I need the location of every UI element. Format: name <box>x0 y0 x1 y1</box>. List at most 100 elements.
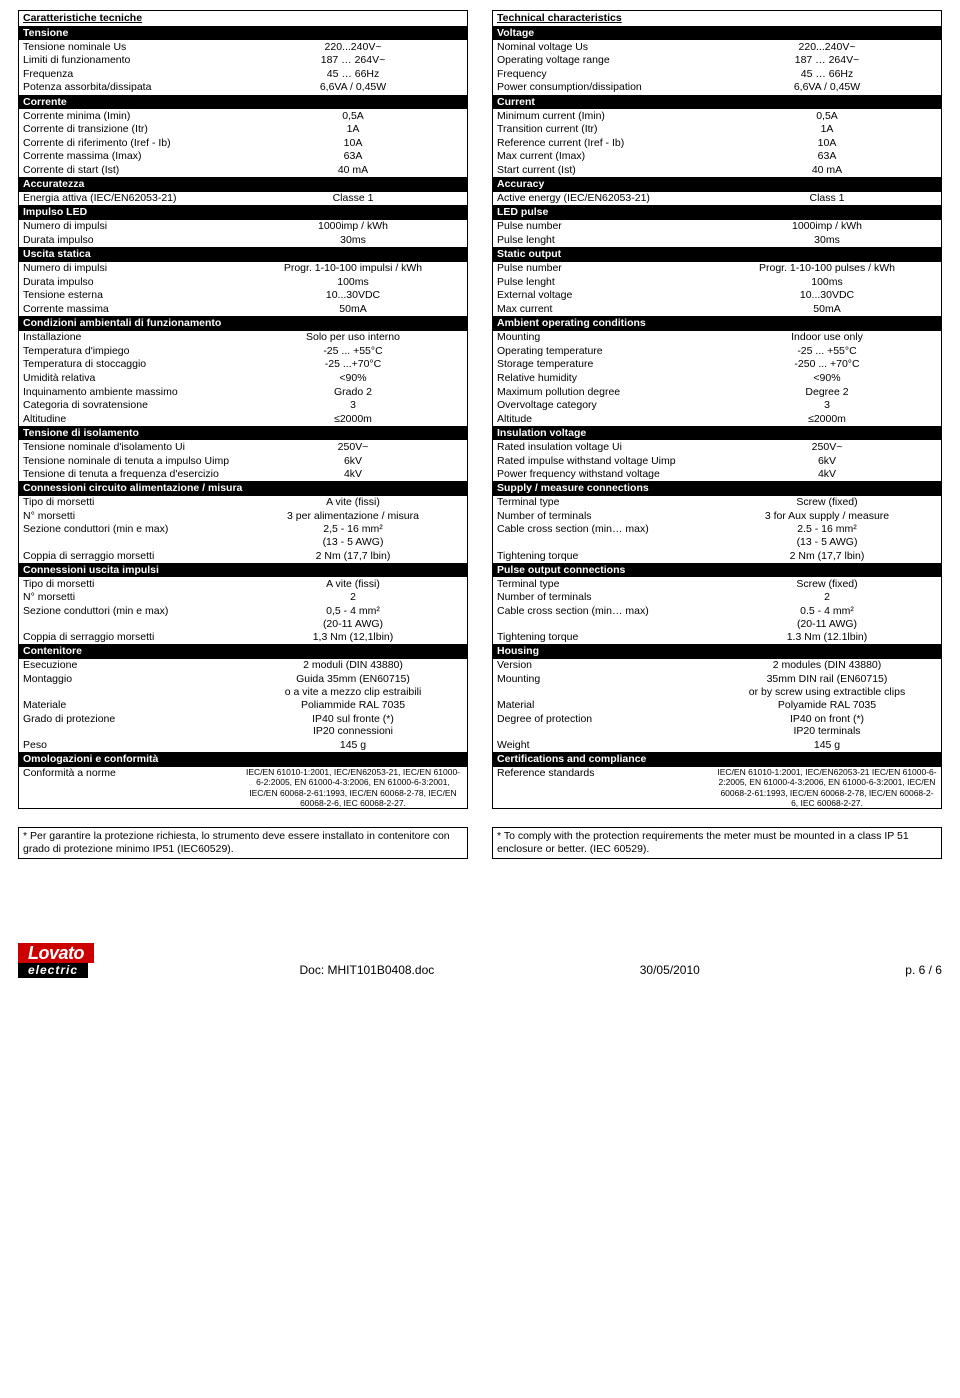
spec-value: 100ms <box>717 276 937 289</box>
spec-value: 3 for Aux supply / measure <box>717 510 937 523</box>
spec-value: 40 mA <box>243 164 463 177</box>
spec-label: N° morsetti <box>23 591 243 604</box>
spec-label: Inquinamento ambiente massimo <box>23 386 243 399</box>
section-header: Uscita statica <box>19 247 467 262</box>
spec-value: 63A <box>243 150 463 163</box>
spec-row: Operating voltage range187 … 264V~ <box>493 54 941 68</box>
spec-row: Corrente di transizione (Itr)1A <box>19 123 467 137</box>
spec-value: IP40 on front (*) IP20 terminals <box>717 713 937 738</box>
footnote-en: * To comply with the protection requirem… <box>492 827 942 858</box>
spec-value: 187 … 264V~ <box>717 54 937 67</box>
spec-value: 145 g <box>717 739 937 752</box>
spec-value: 0,5A <box>243 110 463 123</box>
spec-row: Frequency45 … 66Hz <box>493 67 941 81</box>
spec-label: Transition current (Itr) <box>497 123 717 136</box>
doc-reference: Doc: MHIT101B0408.doc <box>300 963 435 977</box>
spec-row: Tipo di morsettiA vite (fissi) <box>19 577 467 591</box>
spec-row: Peso145 g <box>19 738 467 752</box>
spec-value: 100ms <box>243 276 463 289</box>
section-header: Pulse output connections <box>493 563 941 578</box>
spec-row: Terminal typeScrew (fixed) <box>493 577 941 591</box>
spec-value: 10...30VDC <box>717 289 937 302</box>
spec-row: Reference current (Iref - Ib)10A <box>493 136 941 150</box>
spec-value: Degree 2 <box>717 386 937 399</box>
spec-label: Power consumption/dissipation <box>497 81 717 94</box>
spec-row: MountingIndoor use only <box>493 331 941 345</box>
spec-row: Inquinamento ambiente massimoGrado 2 <box>19 385 467 399</box>
spec-row: Temperatura d'impiego-25 ... +55°C <box>19 344 467 358</box>
spec-value: 30ms <box>243 234 463 247</box>
spec-label: Storage temperature <box>497 358 717 371</box>
spec-value: 187 … 264V~ <box>243 54 463 67</box>
spec-value: 250V~ <box>243 441 463 454</box>
spec-row: Weight145 g <box>493 738 941 752</box>
spec-value: 35mm DIN rail (EN60715) or by screw usin… <box>717 673 937 698</box>
spec-label: Tightening torque <box>497 631 717 644</box>
spec-label: Version <box>497 659 717 672</box>
spec-row: Corrente massima50mA <box>19 302 467 316</box>
spec-label: Categoria di sovratensione <box>23 399 243 412</box>
spec-row: Numero di impulsiProgr. 1-10-100 impulsi… <box>19 262 467 276</box>
section-header: LED pulse <box>493 205 941 220</box>
spec-value: 2 <box>243 591 463 604</box>
spec-value: 30ms <box>717 234 937 247</box>
spec-row: Potenza assorbita/dissipata6,6VA / 0,45W <box>19 81 467 95</box>
spec-row: Terminal typeScrew (fixed) <box>493 496 941 510</box>
section-header: Supply / measure connections <box>493 481 941 496</box>
spec-label: Tensione nominale di tenuta a impulso Ui… <box>23 455 243 468</box>
spec-row: N° morsetti3 per alimentazione / misura <box>19 509 467 523</box>
spec-row: Maximum pollution degreeDegree 2 <box>493 385 941 399</box>
spec-label: Durata impulso <box>23 276 243 289</box>
spec-row: Pulse number1000imp / kWh <box>493 220 941 234</box>
spec-label: Terminal type <box>497 578 717 591</box>
spec-label: Pulse number <box>497 262 717 275</box>
section-header: Static output <box>493 247 941 262</box>
spec-label: Sezione conduttori (min e max) <box>23 523 243 548</box>
spec-label: Mounting <box>497 331 717 344</box>
spec-value: 0,5 - 4 mm² (20-11 AWG) <box>243 605 463 630</box>
spec-tables: Caratteristiche tecnicheTensioneTensione… <box>18 10 942 809</box>
section-header: Connessioni uscita impulsi <box>19 563 467 578</box>
spec-value: 2 <box>717 591 937 604</box>
spec-value: Classe 1 <box>243 192 463 205</box>
spec-value: 0,5A <box>717 110 937 123</box>
spec-label: Terminal type <box>497 496 717 509</box>
spec-label: Start current (Ist) <box>497 164 717 177</box>
spec-row: Umidità relativa<90% <box>19 371 467 385</box>
footnotes: * Per garantire la protezione richiesta,… <box>18 827 942 858</box>
spec-row: Sezione conduttori (min e max)2,5 - 16 m… <box>19 523 467 549</box>
spec-value: ≤2000m <box>717 413 937 426</box>
spec-value: Progr. 1-10-100 pulses / kWh <box>717 262 937 275</box>
spec-label: N° morsetti <box>23 510 243 523</box>
section-header: Insulation voltage <box>493 426 941 441</box>
spec-label: Numero di impulsi <box>23 220 243 233</box>
spec-label: Tipo di morsetti <box>23 578 243 591</box>
spec-value: 1A <box>243 123 463 136</box>
spec-label: Montaggio <box>23 673 243 698</box>
section-header: Impulso LED <box>19 205 467 220</box>
section-header: Ambient operating conditions <box>493 316 941 331</box>
spec-label: Tensione di tenuta a frequenza d'eserciz… <box>23 468 243 481</box>
spec-row: Conformità a normeIEC/EN 61010-1:2001, I… <box>19 767 467 809</box>
spec-row: Overvoltage category3 <box>493 399 941 413</box>
section-header: Omologazioni e conformità <box>19 752 467 767</box>
spec-label: Numero di impulsi <box>23 262 243 275</box>
spec-row: Corrente minima (Imin)0,5A <box>19 109 467 123</box>
spec-row: Power consumption/dissipation6,6VA / 0,4… <box>493 81 941 95</box>
spec-label: Pulse lenght <box>497 234 717 247</box>
spec-row: N° morsetti2 <box>19 591 467 605</box>
spec-value: Class 1 <box>717 192 937 205</box>
spec-row: Temperatura di stoccaggio-25 ...+70°C <box>19 358 467 372</box>
spec-row: Cable cross section (min… max)2.5 - 16 m… <box>493 523 941 549</box>
spec-label: Installazione <box>23 331 243 344</box>
spec-value: Screw (fixed) <box>717 496 937 509</box>
spec-label: Esecuzione <box>23 659 243 672</box>
spec-row: Pulse lenght30ms <box>493 234 941 248</box>
english-column: Technical characteristicsVoltageNominal … <box>492 10 942 809</box>
spec-value: 3 <box>717 399 937 412</box>
spec-label: Max current (Imax) <box>497 150 717 163</box>
spec-label: Altitudine <box>23 413 243 426</box>
spec-row: MontaggioGuida 35mm (EN60715) o a vite a… <box>19 673 467 699</box>
spec-value: IEC/EN 61010-1:2001, IEC/EN62053-21 IEC/… <box>717 767 937 808</box>
spec-row: Rated insulation voltage Ui250V~ <box>493 440 941 454</box>
